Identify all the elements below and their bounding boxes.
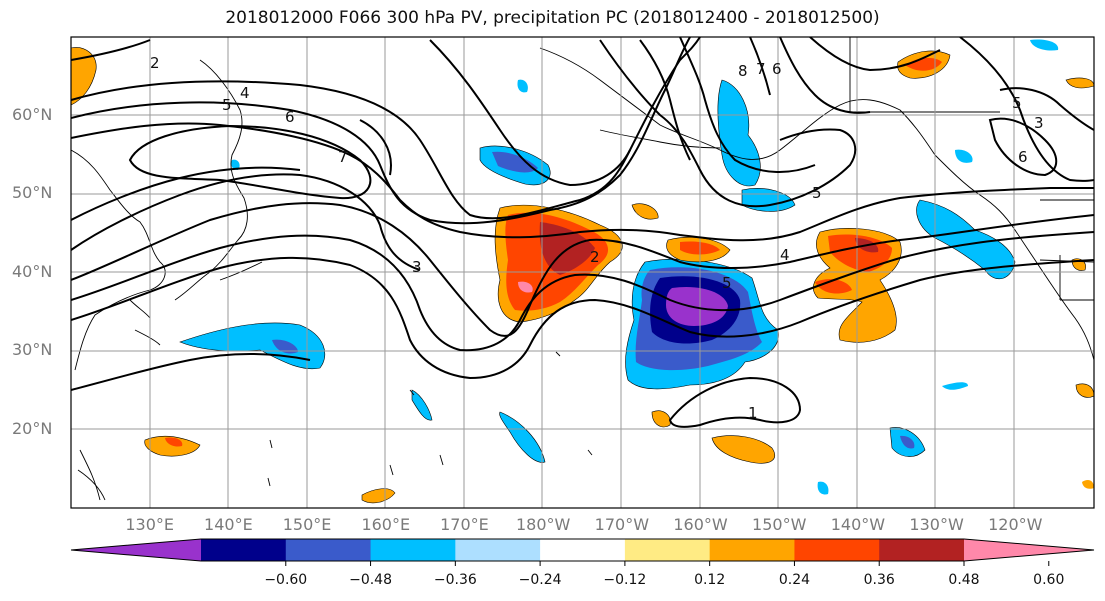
lon-label: 170°W <box>594 515 650 534</box>
colorbar-tick-label: 0.60 <box>1033 572 1065 588</box>
colorbar-tick-label: 0.12 <box>694 572 726 588</box>
lon-label: 150°W <box>752 515 807 534</box>
coastlines <box>71 37 1094 501</box>
lat-label: 20°N <box>12 418 53 438</box>
colorbar-tick-label: −0.48 <box>349 572 392 588</box>
colorbar-segment <box>201 539 287 561</box>
contour-label: 8 <box>738 62 748 80</box>
colorbar-tick-label: −0.60 <box>264 572 308 588</box>
contour-label: 4 <box>780 246 790 264</box>
map-frame <box>70 36 1095 509</box>
contour-label: 5 <box>222 96 232 114</box>
contour-label: 7 <box>756 60 766 78</box>
lat-label: 40°N <box>12 261 53 281</box>
colorbar-tick-label: 0.48 <box>948 572 980 588</box>
lat-label: 60°N <box>12 104 53 124</box>
contour-label: 1 <box>748 404 758 422</box>
lat-label: 50°N <box>12 183 53 202</box>
colorbar-segment <box>285 539 372 561</box>
lat-label: 30°N <box>12 340 53 359</box>
colorbar-outline <box>70 538 1095 562</box>
lon-label: 180°W <box>515 515 571 534</box>
contour-label: 7 <box>338 148 348 166</box>
contour-label: 6 <box>285 108 295 126</box>
lon-label: 160°E <box>361 515 411 534</box>
lon-label: 140°E <box>204 515 253 534</box>
colorbar-tick-label: −0.24 <box>518 572 562 588</box>
contour-label: 5 <box>1012 94 1022 112</box>
contour-label: 6 <box>772 60 782 78</box>
colorbar-segment <box>455 539 541 561</box>
pv-contours <box>71 37 1094 428</box>
colorbar-extend-min <box>71 539 201 561</box>
lon-label: 130°E <box>125 515 175 534</box>
colorbar-extend-max <box>964 539 1094 561</box>
colorbar-tick-label: 0.24 <box>778 572 811 588</box>
colorbar-segment <box>794 539 880 561</box>
contour-label: 2 <box>150 54 160 72</box>
contour-labels: 2 4 5 6 7 3 2 5 4 5 1 8 7 6 6 5 3 <box>150 54 1044 422</box>
lon-label: 160°W <box>673 515 728 534</box>
colorbar-tick-label: −0.36 <box>433 572 477 588</box>
contour-label: 3 <box>1034 114 1044 132</box>
contour-label: 4 <box>240 84 250 102</box>
colorbar-segment <box>624 539 711 561</box>
colorbar-tick-label: 0.36 <box>863 572 895 588</box>
lon-label: 170°E <box>440 515 489 534</box>
contour-label: 2 <box>590 248 600 266</box>
lon-label: 140°W <box>830 515 886 534</box>
contour-label: 5 <box>812 184 822 202</box>
graticule <box>71 37 1094 508</box>
map-title: 2018012000 F066 300 hPa PV, precipitatio… <box>225 8 880 28</box>
lon-label: 120°W <box>988 515 1043 534</box>
colorbar-segment <box>540 539 626 561</box>
lon-label: 130°W <box>909 515 964 534</box>
colorbar-segment <box>709 539 795 561</box>
colorbar-segment <box>879 539 965 561</box>
colorbar-segment <box>370 539 456 561</box>
colorbar-segments <box>70 538 1095 562</box>
contour-label: 5 <box>722 274 732 292</box>
contour-label: 3 <box>412 258 422 276</box>
colorbar-tick-label: −0.12 <box>603 572 647 588</box>
contour-label: 6 <box>1018 148 1028 166</box>
colorbar-tick-marks <box>285 561 1050 566</box>
lon-label: 150°E <box>282 515 332 534</box>
